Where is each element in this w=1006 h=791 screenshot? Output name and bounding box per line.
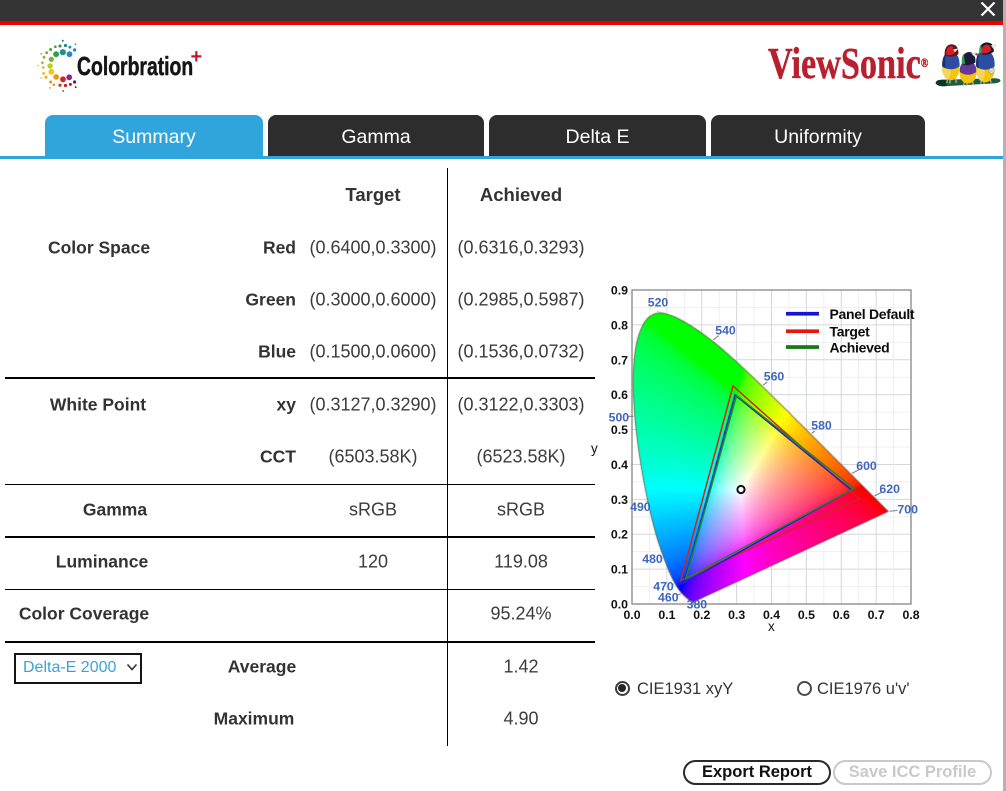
svg-text:470: 470 [653,579,674,593]
svg-text:700: 700 [897,503,918,517]
svg-text:0.5: 0.5 [798,608,815,622]
svg-text:0.8: 0.8 [902,608,919,622]
svg-text:0.0: 0.0 [611,598,628,612]
svg-text:R: R [990,69,993,74]
svg-text:Panel Default: Panel Default [830,306,915,322]
svg-text:0.8: 0.8 [611,318,628,332]
svg-text:0.4: 0.4 [611,458,628,472]
svg-text:0.2: 0.2 [693,608,710,622]
svg-text:480: 480 [642,552,663,566]
svg-text:0.6: 0.6 [833,608,850,622]
svg-text:0.4: 0.4 [763,608,780,622]
svg-text:0.5: 0.5 [611,423,628,437]
svg-text:0.7: 0.7 [868,608,885,622]
svg-text:620: 620 [879,482,900,496]
svg-text:0.7: 0.7 [611,353,628,367]
svg-text:560: 560 [764,370,785,384]
svg-text:0.1: 0.1 [611,563,628,577]
svg-text:0.0: 0.0 [623,608,640,622]
svg-text:520: 520 [648,296,669,310]
svg-text:600: 600 [856,459,877,473]
svg-text:500: 500 [609,410,630,424]
svg-text:0.3: 0.3 [611,493,628,507]
svg-text:580: 580 [811,419,832,433]
svg-text:490: 490 [630,500,651,514]
svg-text:Target: Target [830,324,871,340]
svg-text:0.3: 0.3 [728,608,745,622]
svg-text:540: 540 [715,324,736,338]
svg-text:0.9: 0.9 [611,284,628,298]
svg-text:460: 460 [658,590,679,604]
svg-text:0.1: 0.1 [658,608,675,622]
svg-text:380: 380 [687,598,708,612]
svg-text:0.6: 0.6 [611,388,628,402]
svg-text:0.2: 0.2 [611,528,628,542]
svg-text:Achieved: Achieved [830,340,890,356]
